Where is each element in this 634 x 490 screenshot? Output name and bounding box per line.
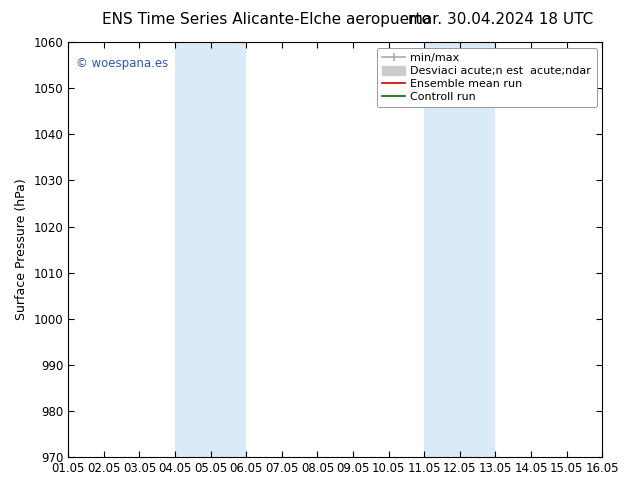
Legend: min/max, Desviaci acute;n est  acute;ndar, Ensemble mean run, Controll run: min/max, Desviaci acute;n est acute;ndar… bbox=[377, 48, 597, 107]
Bar bbox=[424, 42, 495, 457]
Bar bbox=[175, 42, 246, 457]
Text: mar. 30.04.2024 18 UTC: mar. 30.04.2024 18 UTC bbox=[408, 12, 593, 27]
Text: © woespana.es: © woespana.es bbox=[76, 56, 169, 70]
Y-axis label: Surface Pressure (hPa): Surface Pressure (hPa) bbox=[15, 179, 28, 320]
Text: ENS Time Series Alicante-Elche aeropuerto: ENS Time Series Alicante-Elche aeropuert… bbox=[102, 12, 430, 27]
